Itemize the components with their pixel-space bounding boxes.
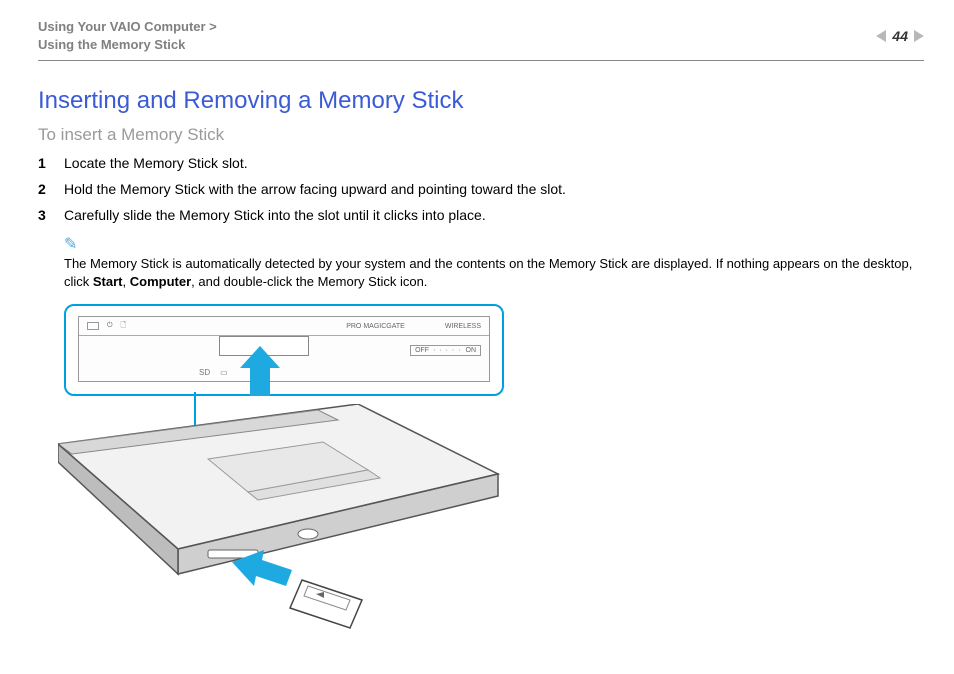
panel-top-row: ⏻ 🗋 PRO MAGICGATE WIRELESS: [79, 317, 489, 336]
note-icon: ✎: [64, 237, 924, 253]
note-block: ✎ The Memory Stick is automatically dete…: [64, 237, 924, 290]
page-content: Inserting and Removing a Memory Stick To…: [0, 61, 954, 634]
note-bold: Computer: [130, 274, 191, 289]
laptop-front-panel: ⏻ 🗋 PRO MAGICGATE WIRELESS OFF · · · · ·: [78, 316, 490, 382]
panel-mid-row: OFF · · · · · ON: [79, 336, 489, 364]
step-text: Carefully slide the Memory Stick into th…: [64, 207, 486, 223]
page-header: Using Your VAIO Computer > Using the Mem…: [0, 0, 954, 60]
step-number: 2: [38, 181, 50, 197]
page-number: 44: [892, 28, 908, 44]
figure-wrap: ⏻ 🗋 PRO MAGICGATE WIRELESS OFF · · · · ·: [64, 304, 504, 634]
page-title: Inserting and Removing a Memory Stick: [38, 87, 924, 115]
switch-dots: · · · · ·: [433, 347, 461, 354]
breadcrumb-line1: Using Your VAIO Computer >: [38, 18, 217, 36]
breadcrumb-line2: Using the Memory Stick: [38, 36, 217, 54]
memory-stick-insert-arrow: [232, 550, 382, 635]
note-text: The Memory Stick is automatically detect…: [64, 255, 924, 290]
note-segment: , and double-click the Memory Stick icon…: [191, 274, 427, 289]
switch-on-label: ON: [466, 347, 477, 354]
next-page-icon[interactable]: [914, 30, 924, 42]
step-number: 1: [38, 155, 50, 171]
wireless-switch: OFF · · · · · ON: [410, 345, 481, 356]
step-item: 3 Carefully slide the Memory Stick into …: [38, 207, 924, 223]
step-text: Locate the Memory Stick slot.: [64, 155, 248, 171]
panel-label-sd: SD: [199, 368, 210, 377]
pager: 44: [876, 28, 924, 44]
callout-box: ⏻ 🗋 PRO MAGICGATE WIRELESS OFF · · · · ·: [64, 304, 504, 396]
breadcrumb: Using Your VAIO Computer > Using the Mem…: [38, 18, 217, 54]
indicator-icon: [87, 322, 99, 330]
figure: ⏻ 🗋 PRO MAGICGATE WIRELESS OFF · · · · ·: [64, 304, 504, 634]
panel-bottom-row: SD ▭: [199, 368, 228, 377]
note-bold: Start: [93, 274, 123, 289]
switch-off-label: OFF: [415, 347, 429, 354]
step-item: 1 Locate the Memory Stick slot.: [38, 155, 924, 171]
panel-label-wireless: WIRELESS: [445, 323, 481, 330]
section-subtitle: To insert a Memory Stick: [38, 125, 924, 145]
insert-arrow-up-icon: [240, 346, 280, 396]
indicator-icon: ⏻: [107, 322, 113, 330]
steps-list: 1 Locate the Memory Stick slot. 2 Hold t…: [38, 155, 924, 223]
note-segment: ,: [123, 274, 130, 289]
step-text: Hold the Memory Stick with the arrow fac…: [64, 181, 566, 197]
panel-label-pro-magicgate: PRO MAGICGATE: [346, 323, 405, 330]
sd-slot-icon: ▭: [220, 368, 228, 377]
step-item: 2 Hold the Memory Stick with the arrow f…: [38, 181, 924, 197]
indicator-icon: 🗋: [121, 321, 127, 332]
step-number: 3: [38, 207, 50, 223]
panel-left-icons: ⏻ 🗋: [87, 321, 126, 332]
prev-page-icon[interactable]: [876, 30, 886, 42]
